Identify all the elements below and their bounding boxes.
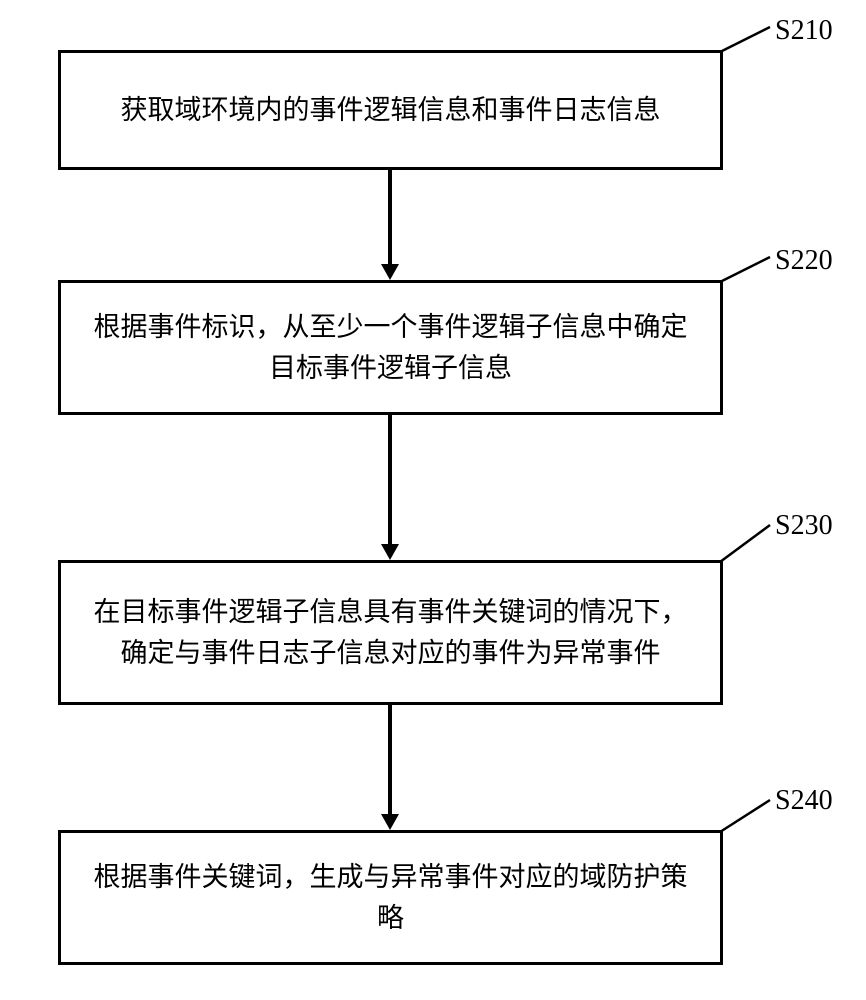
step-label-2: S220 <box>775 245 833 277</box>
arrow-line-3 <box>388 705 392 814</box>
step-box-4: 根据事件关键词，生成与异常事件对应的域防护策略 <box>58 830 723 965</box>
arrow-head-3 <box>381 814 399 830</box>
arrow-head-1 <box>381 264 399 280</box>
step-text-4: 根据事件关键词，生成与异常事件对应的域防护策略 <box>81 857 700 938</box>
step-text-3: 在目标事件逻辑子信息具有事件关键词的情况下，确定与事件日志子信息对应的事件为异常… <box>81 592 700 673</box>
arrow-head-2 <box>381 544 399 560</box>
step-box-1: 获取域环境内的事件逻辑信息和事件日志信息 <box>58 50 723 170</box>
step-text-2: 根据事件标识，从至少一个事件逻辑子信息中确定目标事件逻辑子信息 <box>81 307 700 388</box>
step-label-1: S210 <box>775 15 833 47</box>
step-label-4: S240 <box>775 785 833 817</box>
step-box-2: 根据事件标识，从至少一个事件逻辑子信息中确定目标事件逻辑子信息 <box>58 280 723 415</box>
step-box-3: 在目标事件逻辑子信息具有事件关键词的情况下，确定与事件日志子信息对应的事件为异常… <box>58 560 723 705</box>
arrow-line-1 <box>388 170 392 264</box>
arrow-line-2 <box>388 415 392 544</box>
step-text-1: 获取域环境内的事件逻辑信息和事件日志信息 <box>121 90 661 131</box>
flowchart-container: 获取域环境内的事件逻辑信息和事件日志信息 S210 根据事件标识，从至少一个事件… <box>0 0 866 1000</box>
step-label-3: S230 <box>775 510 833 542</box>
